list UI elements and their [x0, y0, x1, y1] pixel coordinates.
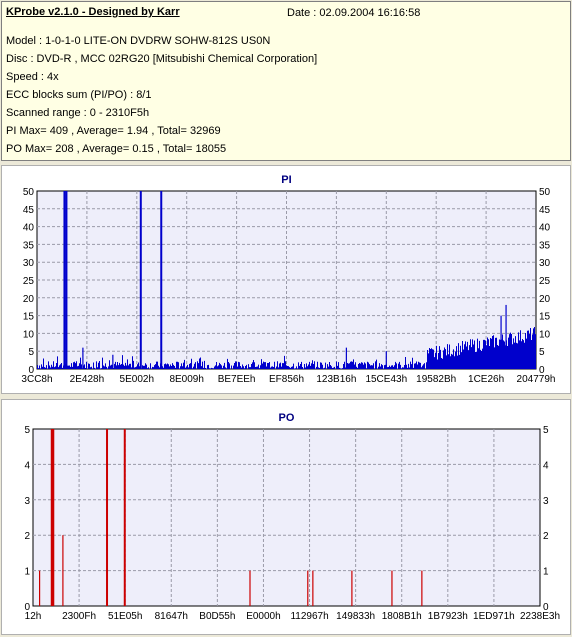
y-tick-label-right: 25 [539, 276, 551, 287]
y-tick-label-right: 20 [539, 294, 551, 305]
y-tick-label-left: 5 [24, 425, 30, 436]
x-tick-label: 15CE43h [365, 374, 407, 385]
x-tick-label: 1B7923h [428, 611, 468, 622]
info-panel: KProbe v2.1.0 - Designed by Karr Date : … [1, 1, 571, 161]
y-tick-label-right: 2 [543, 531, 549, 542]
pi-noise-series [37, 326, 536, 369]
x-tick-label: E0000h [246, 611, 280, 622]
y-tick-label-left: 5 [28, 347, 34, 358]
info-disc: Disc : DVD-R , MCC 02RG20 [Mitsubishi Ch… [6, 53, 318, 65]
x-tick-label: 1ED971h [473, 611, 515, 622]
y-tick-label-left: 30 [23, 258, 35, 269]
y-tick-label-right: 0 [543, 602, 549, 613]
y-tick-label-left: 20 [23, 294, 35, 305]
info-pi-stats: PI Max= 409 , Average= 1.94 , Total= 329… [6, 125, 221, 137]
y-tick-label-right: 35 [539, 240, 551, 251]
x-tick-label: 51E05h [108, 611, 142, 622]
y-tick-label-right: 45 [539, 205, 551, 216]
x-tick-label: 19582Bh [416, 374, 456, 385]
x-tick-label: 8E009h [169, 374, 203, 385]
y-tick-label-left: 50 [23, 187, 35, 198]
pi-chart-panel: PI 0 0 5 5 10 10 15 15 20 20 25 25 30 30 35 35 40 40 45 45 50… [1, 165, 571, 394]
y-tick-label-right: 50 [539, 187, 551, 198]
chart-title: PI [281, 174, 291, 186]
pi-chart: PI 0 0 5 5 10 10 15 15 20 20 25 25 30 30 35 35 40 40 45 45 50… [21, 174, 556, 385]
po-chart: PO 0 0 1 1 2 2 3 3 4 4 5 5 12h 2300Fh 51E05h 81647h B0D55… [24, 412, 560, 622]
y-tick-label-right: 1 [543, 567, 549, 578]
y-tick-label-left: 45 [23, 205, 35, 216]
x-tick-label: 2300Fh [62, 611, 96, 622]
info-range: Scanned range : 0 - 2310F5h [6, 107, 150, 119]
app-title: KProbe v2.1.0 - Designed by Karr [6, 6, 180, 18]
x-tick-label: 2238E3h [520, 611, 560, 622]
x-tick-label: 149833h [336, 611, 375, 622]
y-tick-label-right: 30 [539, 258, 551, 269]
y-tick-label-right: 40 [539, 223, 551, 234]
y-tick-label-left: 0 [28, 365, 34, 376]
x-tick-label: B0D55h [199, 611, 235, 622]
y-tick-label-right: 15 [539, 312, 551, 323]
x-tick-label: 204779h [517, 374, 556, 385]
x-tick-label: 3CC8h [21, 374, 52, 385]
scan-date: Date : 02.09.2004 16:16:58 [287, 7, 421, 19]
y-tick-label-right: 0 [539, 365, 545, 376]
x-tick-label: 12h [25, 611, 42, 622]
x-tick-label: BE7EEh [218, 374, 256, 385]
x-tick-label: 1CE26h [468, 374, 504, 385]
y-tick-label-left: 40 [23, 223, 35, 234]
x-tick-label: 81647h [155, 611, 188, 622]
info-ecc: ECC blocks sum (PI/PO) : 8/1 [6, 89, 152, 101]
x-tick-label: 5E002h [120, 374, 154, 385]
y-tick-label-right: 5 [539, 347, 545, 358]
x-tick-label: 112967h [290, 611, 328, 622]
y-tick-label-right: 4 [543, 460, 549, 471]
y-tick-label-left: 10 [23, 329, 35, 340]
y-tick-label-right: 5 [543, 425, 549, 436]
info-model: Model : 1-0-1-0 LITE-ON DVDRW SOHW-812S … [6, 35, 271, 47]
y-tick-label-left: 4 [24, 460, 30, 471]
chart-title: PO [279, 412, 295, 424]
po-chart-panel: PO 0 0 1 1 2 2 3 3 4 4 5 5 12h 2300Fh 51E05h 81647h B0D55… [1, 399, 571, 635]
x-tick-label: EF856h [269, 374, 304, 385]
x-tick-label: 2E428h [70, 374, 104, 385]
x-tick-label: 123B16h [316, 374, 356, 385]
x-tick-label: 1808B1h [382, 611, 422, 622]
y-tick-label-left: 25 [23, 276, 35, 287]
plot-area [32, 428, 541, 607]
y-tick-label-left: 0 [24, 602, 30, 613]
y-tick-label-left: 15 [23, 312, 35, 323]
info-po-stats: PO Max= 208 , Average= 0.15 , Total= 180… [6, 143, 227, 155]
y-tick-label-left: 1 [24, 567, 30, 578]
y-tick-label-right: 10 [539, 329, 551, 340]
y-tick-label-left: 3 [24, 496, 30, 507]
y-tick-label-left: 35 [23, 240, 35, 251]
info-speed: Speed : 4x [6, 71, 59, 83]
y-tick-label-right: 3 [543, 496, 549, 507]
y-tick-label-left: 2 [24, 531, 30, 542]
